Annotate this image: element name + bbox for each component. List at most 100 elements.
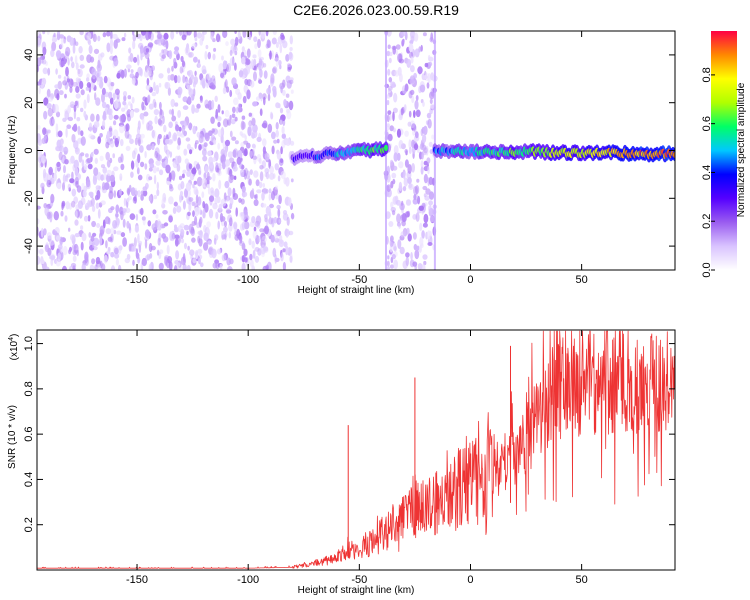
heatmap-cell — [126, 109, 132, 118]
heatmap-cell — [201, 178, 207, 183]
heatmap-cell — [56, 161, 61, 168]
heatmap-cell — [263, 63, 267, 68]
heatmap-cell — [109, 38, 114, 48]
heatmap-cell — [170, 98, 176, 108]
heatmap-cell — [243, 221, 250, 230]
heatmap-cell — [174, 46, 180, 52]
heatmap-cell — [241, 115, 246, 120]
heatmap-cell — [102, 166, 107, 174]
colorbar-ticks: 0.0 0.2 0.4 0.6 0.8 — [701, 67, 715, 278]
heatmap-cell — [140, 133, 145, 139]
heatmap-cell — [281, 139, 286, 149]
heatmap-cell — [410, 89, 415, 96]
heatmap-cell — [134, 225, 140, 233]
heatmap-cell — [144, 51, 150, 60]
heatmap-cell — [128, 223, 131, 231]
heatmap-cell — [192, 81, 196, 88]
heatmap-cell — [421, 263, 426, 270]
snr-line — [37, 330, 675, 569]
heatmap-cell — [195, 194, 199, 204]
heatmap-cell — [188, 197, 194, 202]
heatmap-cell — [217, 220, 220, 230]
heatmap-cell — [206, 221, 212, 228]
heatmap-cell — [130, 171, 134, 178]
heatmap-cell — [93, 167, 99, 176]
heatmap-cell — [173, 265, 178, 270]
heatmap-cell — [128, 101, 132, 106]
heatmap-cell — [106, 250, 111, 255]
heatmap-cell — [44, 266, 50, 270]
heatmap-cell — [52, 118, 55, 125]
heatmap-cell — [110, 31, 113, 41]
heatmap-cell — [55, 258, 61, 267]
heatmap-cell — [110, 227, 115, 236]
heatmap-cell — [429, 149, 434, 155]
heatmap-cell — [157, 135, 161, 146]
heatmap-cell — [153, 109, 160, 116]
heatmap-cell — [207, 240, 212, 245]
heatmap-cell — [107, 236, 113, 242]
heatmap-cell — [88, 232, 92, 238]
heatmap-cell — [161, 198, 165, 207]
heatmap-cell — [273, 139, 278, 144]
heatmap-cell — [129, 73, 135, 79]
heatmap-cell — [80, 136, 86, 146]
heatmap-cell — [62, 182, 65, 191]
heatmap-cell — [260, 31, 266, 39]
heatmap-cell — [267, 123, 273, 133]
heatmap-cell — [405, 211, 410, 218]
heatmap-cell — [287, 67, 292, 72]
heatmap-cell — [421, 142, 425, 149]
heatmap-cell — [212, 172, 216, 182]
heatmap-cell — [108, 108, 113, 116]
heatmap-cell — [166, 177, 171, 182]
heatmap-cell — [222, 118, 229, 128]
heatmap-cell — [257, 38, 261, 49]
heatmap-cell — [420, 160, 424, 169]
heatmap-cell — [172, 173, 175, 181]
heatmap-cell — [400, 108, 404, 116]
heatmap-cell — [41, 155, 47, 164]
heatmap-cell — [92, 33, 97, 43]
heatmap-cell — [163, 222, 169, 227]
heatmap-cell — [174, 75, 178, 84]
heatmap-cell — [172, 207, 177, 214]
heatmap-cell — [59, 43, 64, 49]
heatmap-cell — [152, 165, 157, 174]
heatmap-cell — [62, 38, 67, 44]
heatmap-cell — [83, 215, 89, 222]
heatmap-cell — [75, 180, 79, 188]
heatmap-cell — [397, 239, 402, 250]
heatmap-cell — [173, 50, 179, 55]
heatmap-cell — [212, 262, 218, 269]
heatmap-cell — [144, 163, 148, 170]
heatmap-cell — [120, 139, 124, 147]
heatmap-cell — [398, 139, 404, 149]
heatmap-cell — [217, 104, 221, 113]
heatmap-cell — [402, 186, 407, 192]
heatmap-cell — [79, 31, 84, 36]
heatmap-cell — [427, 205, 432, 212]
heatmap-cell — [40, 182, 45, 189]
heatmap-cell — [212, 202, 218, 210]
heatmap-cell — [237, 103, 242, 113]
heatmap-cell — [241, 262, 246, 270]
heatmap-cell — [110, 82, 115, 87]
heatmap-cell — [421, 151, 424, 160]
heatmap-cell — [71, 188, 77, 197]
heatmap-cell — [209, 159, 214, 169]
heatmap-cell — [64, 51, 70, 60]
heatmap-cell — [386, 100, 390, 106]
heatmap-cell — [413, 186, 418, 196]
heatmap-cell — [80, 89, 85, 96]
heatmap-cell — [237, 149, 243, 160]
heatmap-cell — [247, 126, 252, 137]
heatmap-cell — [43, 110, 48, 120]
heatmap-cell — [249, 169, 253, 176]
heatmap-cell — [171, 233, 176, 240]
heatmap-cell — [175, 31, 179, 35]
heatmap-cell — [217, 116, 222, 122]
heatmap-cell — [184, 158, 189, 165]
heatmap-cell — [256, 189, 262, 194]
heatmap-cell — [120, 210, 124, 221]
